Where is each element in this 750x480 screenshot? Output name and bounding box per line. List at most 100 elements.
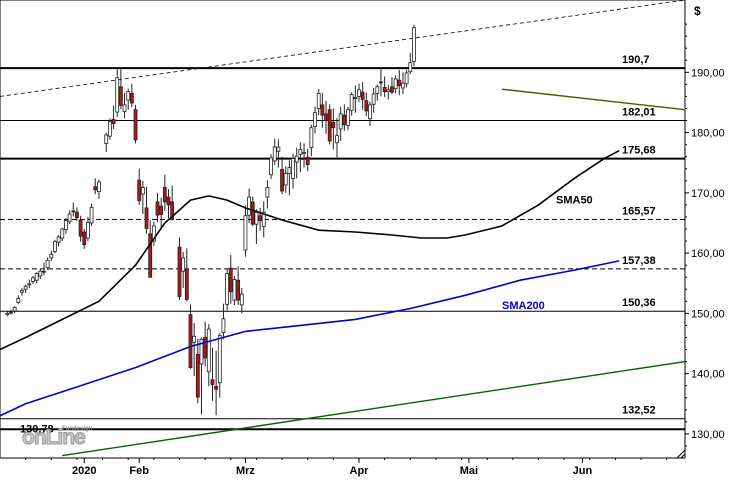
x-tick-label: Apr [350,465,370,477]
candle-body [214,385,219,390]
candle-body [192,335,197,343]
level-label: 157,38 [622,255,656,267]
candle-body [338,113,343,130]
candle-body [276,146,281,152]
candle-body [357,89,361,97]
candle-body [166,196,171,206]
candle-body [23,285,28,290]
candle-body [133,109,138,141]
candle-body [78,219,83,237]
candle-body [82,231,87,246]
candle-body [155,201,160,216]
candle-body [298,149,303,155]
x-tick-label: Mrz [236,465,255,477]
candle-body [265,187,270,198]
candle-body [250,201,255,225]
candle-body [324,113,328,121]
candle-body [247,196,251,216]
candle-body [203,337,208,359]
y-tick-label: 140,00 [691,369,725,381]
plot-area [0,0,686,459]
candle-body [236,279,241,301]
trend-line [0,0,685,97]
x-tick-label: Feb [129,465,149,477]
candle-body [368,104,372,120]
candle-body [269,157,273,176]
sma50-label: SMA50 [556,195,593,207]
candle-body [327,109,332,142]
candle-body [305,156,310,165]
candle-body [45,259,50,268]
candle-body [64,220,68,231]
candle-body [97,181,101,193]
online-logo: onLine Fundesign [22,426,112,450]
candle-body [379,81,383,84]
y-tick-label: 130,00 [691,429,725,441]
sma200-label: SMA200 [502,300,545,312]
candle-body [342,114,347,126]
candle-body [353,97,358,100]
candle-body [53,241,57,252]
candle-body [118,86,123,106]
candle-body [16,297,21,303]
x-tick-label: Jun [573,465,593,477]
y-tick-label: 160,00 [691,248,725,260]
candle-body [258,215,262,221]
x-tick-label: 2020 [72,465,96,477]
level-label: 132,52 [622,405,656,417]
candle-body [320,104,325,116]
corner-marker [676,449,686,459]
candle-body [195,353,200,398]
candle-body [144,207,149,229]
candle-body [228,267,233,293]
candle-body [346,109,350,126]
candle-body [349,94,354,111]
candle-body [170,201,175,220]
candle-body [104,134,109,144]
candle-body [364,100,369,112]
candle-body [232,279,237,301]
candle-body [93,186,98,191]
candle-body [408,62,413,73]
candle-body [206,328,211,373]
candle-body [188,314,193,369]
candle-body [335,135,339,144]
candle-body [283,173,288,186]
candle-body [122,104,127,112]
candle-body [360,91,365,100]
candle-body [71,210,76,213]
y-unit-label: $ [694,4,701,18]
candle-body [254,211,259,225]
level-label: 190,7 [622,54,650,66]
y-tick-label: 170,00 [691,188,725,200]
x-tick-label: Mai [460,465,478,477]
candle-body [75,211,79,218]
candle-body [38,270,43,277]
candle-body [151,225,156,242]
level-label: 182,01 [622,106,656,118]
level-label: 130,78 [20,424,54,436]
candle-body [89,206,94,224]
candle-body [210,379,215,385]
candle-body [199,338,204,365]
candle-body [412,27,416,62]
candle-body [115,77,120,113]
candle-body [140,187,145,195]
candle-body [12,306,17,312]
y-tick-label: 150,00 [691,308,725,320]
candle-body [49,253,54,259]
candle-body [177,246,182,297]
trend-line [62,360,685,457]
candle-body [5,312,10,315]
candle-body [309,127,314,149]
candle-body [393,78,398,89]
candle-body [287,167,292,174]
candle-body [9,311,13,314]
candle-body [243,215,248,251]
logo-text: onLine [22,426,87,450]
candle-body [181,257,186,272]
candle-body [56,236,61,243]
candle-body [129,93,134,104]
candle-body [331,121,336,129]
